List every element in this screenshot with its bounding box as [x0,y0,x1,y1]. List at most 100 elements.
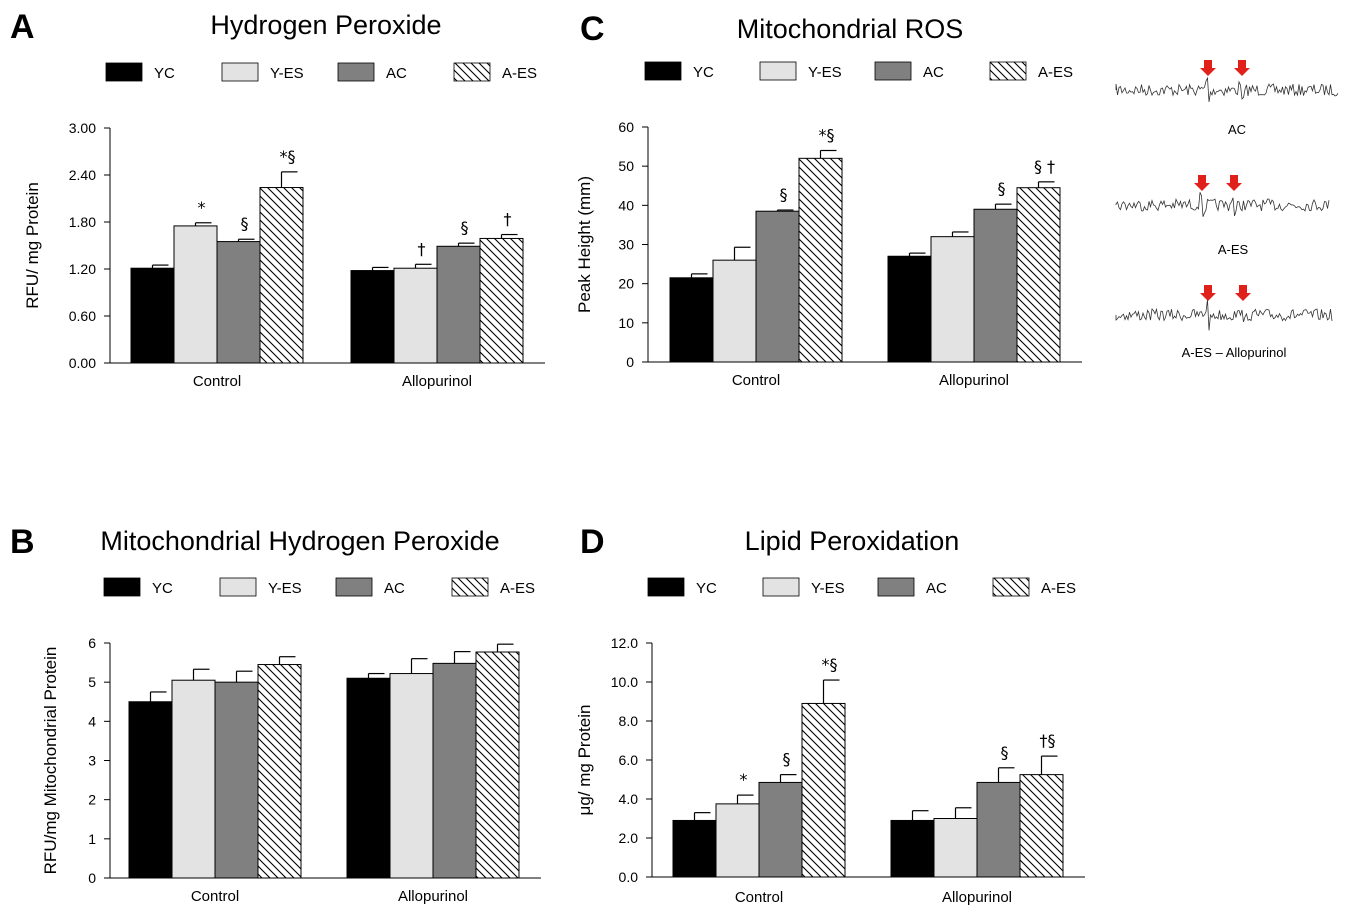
legend-swatch [762,577,800,597]
bar [758,781,803,878]
legend-label: AC [923,64,944,81]
x-tick-label: Control [732,372,780,389]
significance-mark: § [461,218,469,237]
y-tick-label: 12.0 [611,635,638,651]
legend-label: A-ES [500,580,535,597]
y-tick-label: 2 [88,792,96,808]
y-tick-label: 6 [88,635,96,651]
y-axis-label: RFU/mg Mitochondrial Protein [41,647,60,875]
chart-title: Mitochondrial ROS [737,14,964,44]
bar [973,208,1018,363]
esr-spectra: AC A-ES A-ES – Allopurinol [1115,60,1339,360]
significance-mark: § † [1034,157,1055,176]
legend-swatch [759,61,797,81]
chart-title: Mitochondrial Hydrogen Peroxide [100,526,499,556]
y-axis-label: Peak Height (mm) [575,176,594,313]
y-tick-label: 60 [618,119,634,135]
y-tick-label: 8.0 [619,713,639,729]
x-tick-label: Control [735,889,783,906]
significance-mark: * [740,770,748,789]
bar [715,803,760,878]
bar [173,225,218,364]
chart-panel-c: C Mitochondrial ROS YC Y-ES AC A-ES 0 10 20 30 40 5… [575,10,1082,389]
bar [130,267,175,364]
chart-panel-a: A Hydrogen Peroxide YC Y-ES AC A-ES 0.00 0.60 1.… [10,8,545,390]
y-axis-label: RFU/ mg Protein [23,182,42,309]
legend-label: YC [696,580,717,597]
y-tick-label: 4 [88,713,96,729]
bar [1016,187,1061,363]
y-tick-label: 0 [626,354,634,370]
legend-swatch [335,577,373,597]
significance-mark: †§ [1040,731,1056,750]
esr-trace-label: A-ES – Allopurinol [1182,345,1287,360]
legend-swatch [989,61,1027,81]
red-arrow-icon [1226,175,1242,191]
bar [259,187,304,364]
bar [887,255,932,363]
bar [933,818,978,878]
y-tick-label: 6.0 [619,752,639,768]
legend-label: YC [693,64,714,81]
legend-swatch [219,577,257,597]
panel-letter: D [580,523,605,561]
legend-swatch [105,62,143,82]
bar [350,270,395,364]
y-tick-label: 0.00 [69,355,96,371]
esr-trace [1115,299,1333,331]
y-tick-label: 30 [618,237,634,253]
y-tick-label: 0 [88,870,96,886]
red-arrow-icon [1194,175,1210,191]
bar [976,781,1021,878]
legend-swatch [992,577,1030,597]
legend-label: YC [154,65,175,82]
bar [128,701,173,879]
panel-letter: A [10,8,35,46]
esr-trace [1115,192,1330,217]
x-tick-label: Allopurinol [398,888,468,905]
bar [801,702,846,878]
x-tick-label: Control [193,373,241,390]
legend-swatch [877,577,915,597]
y-tick-label: 5 [88,674,96,690]
y-axis-label: μg/ mg Protein [575,705,594,816]
bar [798,157,843,363]
y-tick-label: 1 [88,831,96,847]
bar [436,245,481,364]
significance-mark: § [998,179,1006,198]
bar [216,241,261,364]
bar [389,673,434,879]
significance-mark: § [1001,743,1009,762]
significance-mark: § [241,214,249,233]
red-arrow-icon [1200,60,1216,76]
bar [475,651,520,879]
legend-label: Y-ES [270,65,304,82]
legend-label: A-ES [1038,64,1073,81]
esr-trace-label: AC [1228,122,1246,137]
legend-swatch [451,577,489,597]
bar [479,237,524,364]
esr-trace-label: A-ES [1218,242,1249,257]
y-tick-label: 50 [618,158,634,174]
y-tick-label: 2.40 [69,167,96,183]
red-arrow-icon [1200,285,1216,301]
bar [712,259,757,363]
x-tick-label: Allopurinol [942,889,1012,906]
significance-mark: *§ [280,147,296,166]
chart-panel-d: D Lipid Peroxidation YC Y-ES AC A-ES 0.0 2.0 4.0… [575,523,1085,906]
legend-label: Y-ES [811,580,845,597]
bar [257,664,302,879]
significance-mark: *§ [819,126,835,145]
legend-swatch [221,62,259,82]
panel-letter: B [10,523,35,561]
esr-trace [1115,76,1339,102]
legend-label: AC [384,580,405,597]
y-tick-label: 1.20 [69,261,96,277]
y-tick-label: 0.0 [619,869,639,885]
red-arrow-icon [1234,60,1250,76]
y-tick-label: 40 [618,197,634,213]
legend-swatch [103,577,141,597]
y-tick-label: 20 [618,276,634,292]
y-tick-label: 10.0 [611,674,638,690]
